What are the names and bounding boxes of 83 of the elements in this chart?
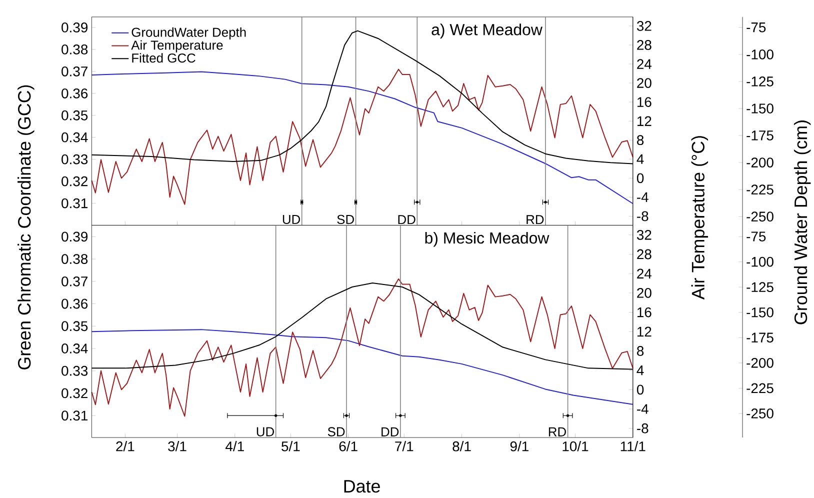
y-tick-label: 0.31	[62, 410, 88, 420]
y-tick-label: 0.31	[62, 198, 88, 208]
y2-tick-label: 28	[637, 40, 652, 50]
y-tick-label: 0.38	[62, 254, 88, 264]
y2-tick-label: 12	[637, 116, 652, 126]
y2-tick-label: 4	[636, 365, 644, 375]
x-tick-label: 2/1	[116, 440, 134, 452]
y-tick-label: 0.33	[62, 366, 88, 376]
y-tick-label: 0.36	[62, 298, 88, 309]
ref-line-label: SD	[328, 427, 345, 436]
y-tick-label: 0.34	[62, 132, 88, 142]
ref-line-label: SD	[337, 214, 354, 224]
y2-tick-label: 8	[637, 346, 644, 356]
y2-tick-label: -8	[637, 423, 648, 434]
x-tick-label: 8/1	[452, 440, 471, 452]
chart-title: b) Mesic Meadow	[425, 232, 550, 247]
y3-tick-label: -125	[746, 76, 774, 86]
y-tick-label: 0.39	[62, 232, 88, 242]
y-tick-label: 0.32	[62, 388, 88, 398]
x-tick-label: 5/1	[282, 440, 300, 452]
x-tick-label: 4/1	[226, 440, 244, 452]
y-tick-label: 0.35	[62, 321, 88, 331]
ref-line-label: DD	[382, 427, 399, 436]
y2-tick-label: 32	[636, 20, 652, 31]
x-tick-label: 9/1	[510, 440, 528, 452]
y-tick-label: 0.32	[62, 176, 88, 186]
legend-label: GroundWater Depth	[132, 27, 246, 40]
y2-tick-label: -8	[637, 211, 648, 221]
y3-tick-label: -225	[746, 383, 774, 393]
y2-tick-label: 16	[637, 307, 652, 318]
y3-tick-label: -100	[746, 256, 774, 267]
y3-tick-label: -250	[746, 408, 774, 418]
y-tick-label: 0.39	[62, 22, 88, 32]
x-tick-label: 6/1	[339, 440, 358, 452]
y2-axis-title: Air Temperature (°C)	[691, 136, 708, 300]
y3-tick-label: -125	[746, 282, 774, 292]
y-tick-label: 0.38	[62, 44, 88, 54]
y2-tick-label: 0	[636, 384, 644, 394]
x-axis-title: Date	[344, 480, 380, 492]
y-tick-label: 0.37	[62, 66, 88, 76]
y-tick-label: 0.33	[62, 154, 88, 164]
y2-tick-label: 28	[637, 249, 652, 260]
y2-tick-label: 32	[636, 230, 652, 240]
x-tick-label: 7/1	[395, 440, 414, 452]
y-tick-label: 0.36	[62, 88, 88, 98]
chart-title: a) Wet Meadow	[432, 23, 542, 38]
y2-tick-label: 20	[637, 288, 652, 298]
y3-tick-label: -175	[746, 332, 774, 342]
y3-tick-label: -200	[746, 157, 774, 168]
y3-axis-title: Ground Water Depth (cm)	[794, 120, 811, 324]
y2-tick-label: 16	[637, 96, 652, 107]
y3-tick-label: -75	[746, 22, 766, 32]
y3-tick-label: -150	[746, 307, 774, 318]
y3-tick-label: -175	[746, 130, 774, 140]
y3-tick-label: -75	[746, 232, 766, 242]
ref-line-label: UD	[282, 214, 300, 224]
legend-label: Air Temperature	[131, 40, 223, 52]
legend-label: Fitted GCC	[132, 52, 196, 62]
ref-line-label: RD	[548, 427, 566, 436]
y2-tick-label: 24	[637, 268, 652, 278]
x-tick-label: 11/1	[620, 440, 646, 452]
y2-tick-label: -4	[637, 192, 648, 202]
y-tick-label: 0.35	[62, 110, 88, 120]
y2-tick-label: 4	[636, 154, 644, 164]
y3-tick-label: -100	[746, 49, 774, 60]
y-tick-label: 0.37	[62, 276, 88, 286]
y2-tick-label: 20	[637, 78, 652, 88]
y3-tick-label: -200	[746, 358, 774, 368]
y3-tick-label: -150	[746, 103, 774, 114]
y3-tick-label: -225	[746, 184, 774, 194]
ref-line-label: RD	[526, 214, 544, 224]
x-tick-label: 3/1	[168, 440, 186, 452]
y-tick-label: 0.34	[62, 343, 88, 354]
y2-tick-label: 12	[637, 326, 652, 336]
ref-line-label: UD	[256, 427, 274, 436]
y2-tick-label: 24	[637, 58, 652, 69]
y2-tick-label: -4	[637, 404, 648, 414]
y3-tick-label: -250	[746, 211, 774, 222]
ref-line-label: DD	[398, 214, 416, 224]
y-axis-title: Green Chromatic Coordinate (GCC)	[18, 85, 34, 370]
y2-tick-label: 0	[636, 173, 644, 183]
y2-tick-label: 8	[637, 135, 644, 145]
x-tick-label: 10/1	[562, 440, 588, 452]
